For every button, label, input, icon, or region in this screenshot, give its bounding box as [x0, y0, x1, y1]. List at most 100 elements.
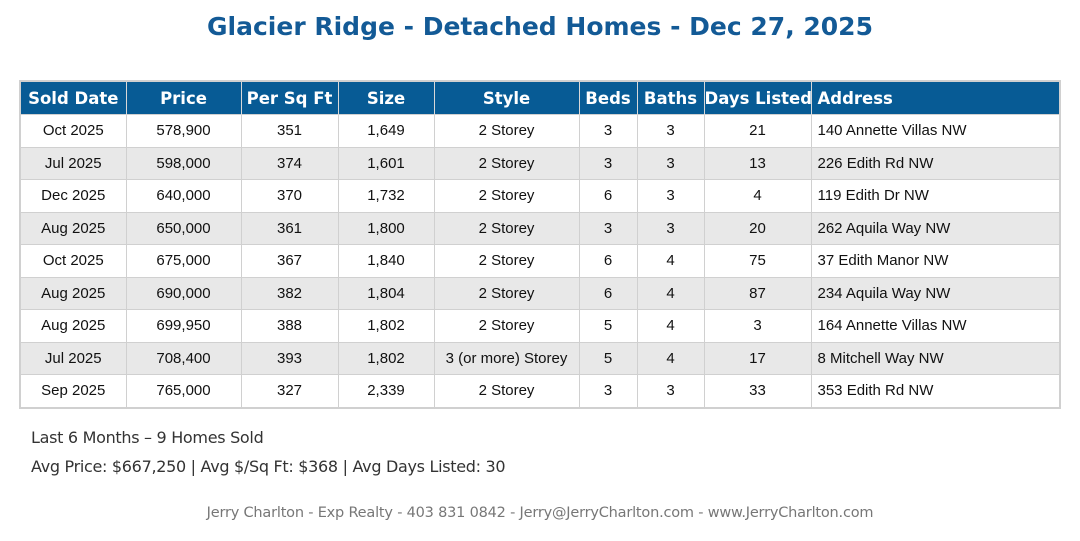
table-cell: 3: [578, 211, 638, 245]
table-cell: 13: [703, 146, 812, 180]
table-cell: 3: [636, 211, 705, 245]
table-header-row: Sold Date Price Per Sq Ft Size Style Beds Bath…: [20, 81, 1061, 115]
table-cell: 6: [578, 276, 638, 310]
table-cell: 17: [703, 341, 812, 375]
table-cell: 1,804: [337, 276, 435, 310]
table-cell: 3: [578, 146, 638, 180]
table-cell: 1,802: [337, 309, 435, 343]
table-cell: Jul 2025: [19, 341, 127, 375]
table-cell: 1,802: [337, 341, 435, 375]
table-row: Jul 2025 708,400 393 1,802 3 (or more) Store…: [19, 341, 1061, 375]
table-cell: 327: [240, 374, 339, 408]
table-cell: 2 Storey: [433, 146, 580, 180]
table-cell: 2 Storey: [433, 114, 580, 148]
table-cell: Jul 2025: [19, 146, 127, 180]
table-cell: 765,000: [125, 374, 242, 408]
table-cell: 353 Edith Rd NW: [810, 374, 1061, 408]
table-row: Dec 2025 640,000 370 1,732 2 Storey 6 3 4 119 Ed…: [19, 179, 1061, 213]
table-cell: 708,400: [125, 341, 242, 375]
column-header: Sold Date: [20, 81, 127, 115]
table-cell: 393: [240, 341, 339, 375]
table-row: Oct 2025 675,000 367 1,840 2 Storey 6 4 75 37 Ed…: [19, 244, 1061, 278]
table-cell: 5: [578, 341, 638, 375]
table-cell: 1,732: [337, 179, 435, 213]
table-cell: 3 (or more) Storey: [433, 341, 580, 375]
column-header: Price: [126, 81, 242, 115]
column-header: Baths: [637, 81, 705, 115]
table-cell: 382: [240, 276, 339, 310]
table-row: Oct 2025 578,900 351 1,649 2 Storey 3 3 21 140 A…: [19, 114, 1061, 148]
table-cell: 75: [703, 244, 812, 278]
table-row: Jul 2025 598,000 374 1,601 2 Storey 3 3 13 226 E…: [19, 146, 1061, 180]
table-row: Sep 2025 765,000 327 2,339 2 Storey 3 3 33 353 E…: [19, 374, 1061, 408]
table-cell: 374: [240, 146, 339, 180]
table-cell: 164 Annette Villas NW: [810, 309, 1061, 343]
table-cell: 690,000: [125, 276, 242, 310]
table-cell: 8 Mitchell Way NW: [810, 341, 1061, 375]
table-cell: 5: [578, 309, 638, 343]
table-cell: 1,800: [337, 211, 435, 245]
table-cell: Sep 2025: [19, 374, 127, 408]
table-cell: 6: [578, 244, 638, 278]
table-cell: 1,840: [337, 244, 435, 278]
table-cell: 119 Edith Dr NW: [810, 179, 1061, 213]
table-cell: 20: [703, 211, 812, 245]
table-cell: 598,000: [125, 146, 242, 180]
table-cell: 3: [578, 114, 638, 148]
table-cell: 3: [578, 374, 638, 408]
table-cell: 234 Aquila Way NW: [810, 276, 1061, 310]
table-cell: 6: [578, 179, 638, 213]
table-cell: 3: [636, 179, 705, 213]
column-header: Size: [338, 81, 435, 115]
table-cell: 21: [703, 114, 812, 148]
table-cell: Aug 2025: [19, 276, 127, 310]
table-cell: 3: [703, 309, 812, 343]
table-cell: 2 Storey: [433, 179, 580, 213]
summary-period: Last 6 Months – 9 Homes Sold: [31, 428, 264, 447]
table-cell: 226 Edith Rd NW: [810, 146, 1061, 180]
table-cell: 3: [636, 114, 705, 148]
table-cell: 2 Storey: [433, 276, 580, 310]
table-cell: 2 Storey: [433, 374, 580, 408]
table-cell: 640,000: [125, 179, 242, 213]
table-cell: 3: [636, 374, 705, 408]
table-cell: 2 Storey: [433, 309, 580, 343]
column-header: Per Sq Ft: [241, 81, 339, 115]
table-cell: 33: [703, 374, 812, 408]
column-header: Style: [434, 81, 580, 115]
table-cell: 3: [636, 146, 705, 180]
table-cell: 650,000: [125, 211, 242, 245]
table-cell: 87: [703, 276, 812, 310]
column-header: Beds: [579, 81, 638, 115]
table-cell: 370: [240, 179, 339, 213]
table-cell: Dec 2025: [19, 179, 127, 213]
table-cell: 4: [703, 179, 812, 213]
table-cell: 2 Storey: [433, 244, 580, 278]
table-cell: 140 Annette Villas NW: [810, 114, 1061, 148]
table-cell: 1,601: [337, 146, 435, 180]
column-header: Address: [811, 81, 1061, 115]
table-cell: 4: [636, 276, 705, 310]
table-cell: 388: [240, 309, 339, 343]
table-cell: 675,000: [125, 244, 242, 278]
table-cell: 699,950: [125, 309, 242, 343]
page-title: Glacier Ridge - Detached Homes - Dec 27,…: [207, 12, 873, 41]
table-cell: Oct 2025: [19, 114, 127, 148]
table-cell: Aug 2025: [19, 309, 127, 343]
table-cell: Oct 2025: [19, 244, 127, 278]
table-cell: 4: [636, 244, 705, 278]
table-cell: 2,339: [337, 374, 435, 408]
table-cell: 361: [240, 211, 339, 245]
table-cell: Aug 2025: [19, 211, 127, 245]
table-cell: 578,900: [125, 114, 242, 148]
sales-table: Sold Date Price Per Sq Ft Size Style Beds Bath…: [19, 80, 1061, 409]
table-cell: 1,649: [337, 114, 435, 148]
table-cell: 4: [636, 341, 705, 375]
table-cell: 262 Aquila Way NW: [810, 211, 1061, 245]
table-cell: 4: [636, 309, 705, 343]
table-cell: 351: [240, 114, 339, 148]
table-row: Aug 2025 650,000 361 1,800 2 Storey 3 3 20 262 A…: [19, 211, 1061, 245]
table-cell: 37 Edith Manor NW: [810, 244, 1061, 278]
footer-contact: Jerry Charlton - Exp Realty - 403 831 08…: [206, 505, 874, 521]
table-row: Aug 2025 690,000 382 1,804 2 Storey 6 4 87 234 A…: [19, 276, 1061, 310]
